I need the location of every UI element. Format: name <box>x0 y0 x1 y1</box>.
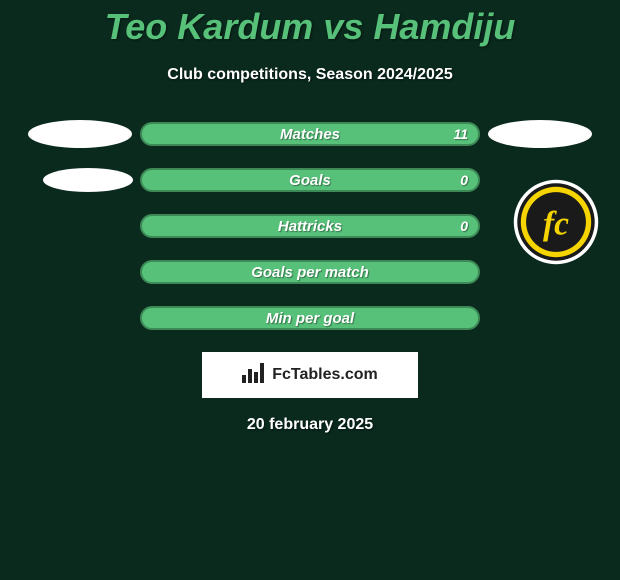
stat-value-right: 11 <box>453 126 468 142</box>
right-side <box>480 120 600 148</box>
stat-label: Hattricks <box>278 218 342 235</box>
stat-bar: Matches 11 <box>140 122 480 146</box>
stat-bar: Hattricks 0 <box>140 214 480 238</box>
stat-row: Matches 11 <box>0 122 620 146</box>
svg-text:fc: fc <box>543 205 569 242</box>
footer-date: 20 february 2025 <box>0 416 620 434</box>
page-title: Teo Kardum vs Hamdiju <box>0 0 620 48</box>
page-subtitle: Club competitions, Season 2024/2025 <box>0 66 620 84</box>
left-side <box>20 120 140 148</box>
stat-row: Min per goal <box>0 306 620 330</box>
bars-chart-icon <box>242 363 266 388</box>
stat-bar: Goals 0 <box>140 168 480 192</box>
stat-bar: Goals per match <box>140 260 480 284</box>
stat-label: Goals <box>289 172 331 189</box>
stat-value-right: 0 <box>460 218 468 234</box>
club-badge-icon: fc <box>512 178 600 266</box>
stat-label: Goals per match <box>251 264 369 281</box>
stat-label: Matches <box>280 126 340 143</box>
attribution-box: FcTables.com <box>202 352 418 398</box>
stat-label: Min per goal <box>266 310 354 327</box>
ellipse-placeholder-icon <box>28 120 132 148</box>
stat-value-right: 0 <box>460 172 468 188</box>
attribution-text: FcTables.com <box>272 366 378 384</box>
stat-bar: Min per goal <box>140 306 480 330</box>
ellipse-placeholder-icon <box>43 168 133 192</box>
ellipse-placeholder-icon <box>488 120 592 148</box>
left-side <box>20 168 140 192</box>
